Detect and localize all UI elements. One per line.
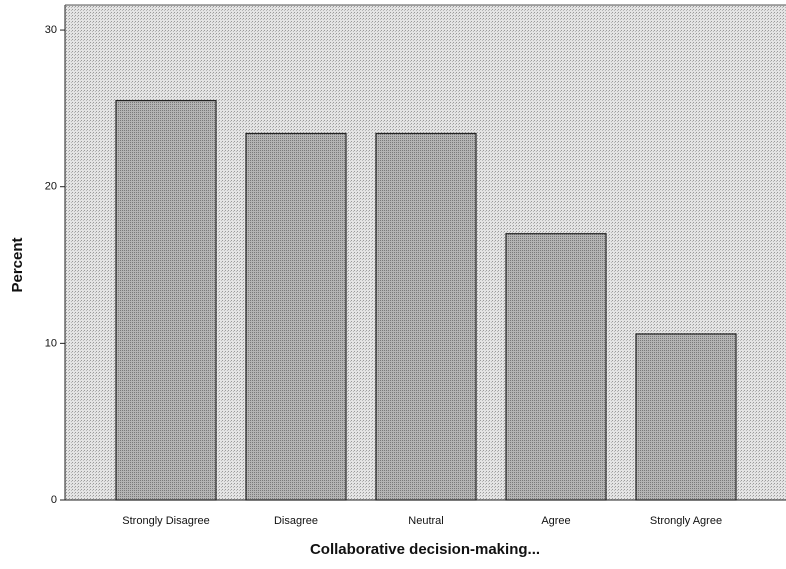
x-tick-label: Strongly Disagree [122, 515, 209, 527]
x-tick-label: Neutral [408, 515, 443, 527]
bar [635, 333, 737, 501]
x-axis-title: Collaborative decision-making... [310, 541, 540, 558]
x-tick-label: Disagree [274, 515, 318, 527]
y-tick-label: 30 [45, 24, 57, 36]
bar [505, 233, 607, 501]
y-tick-label: 10 [45, 337, 57, 349]
y-tick-label: 20 [45, 181, 57, 193]
x-tick-label: Agree [541, 515, 570, 527]
bar [245, 132, 347, 501]
y-axis-title: Percent [9, 237, 26, 292]
y-tick-label: 0 [51, 494, 57, 506]
bar [115, 99, 217, 501]
bar [375, 132, 477, 501]
x-tick-label: Strongly Agree [650, 515, 722, 527]
